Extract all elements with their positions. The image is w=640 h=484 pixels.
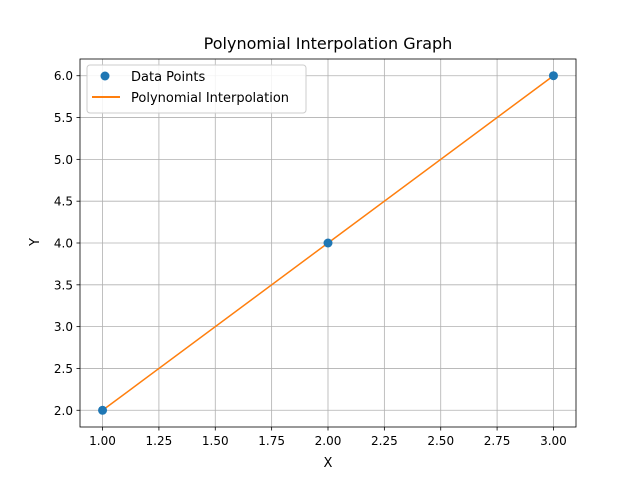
y-tick-label: 2.0 <box>54 404 73 418</box>
legend-label-polynomial-interpolation: Polynomial Interpolation <box>131 91 289 106</box>
x-tick-label: 1.75 <box>258 434 285 448</box>
y-axis-label: Y <box>28 238 43 247</box>
legend: Data Points Polynomial Interpolation <box>86 64 307 114</box>
y-tick-label: 5.0 <box>54 153 73 167</box>
y-tick-label: 6.0 <box>54 69 73 83</box>
chart-title: Polynomial Interpolation Graph <box>204 34 453 53</box>
x-tick-label: 2.25 <box>371 434 398 448</box>
y-tick-label: 3.5 <box>54 278 73 292</box>
data-layer <box>98 71 558 415</box>
x-tick-label: 1.25 <box>146 434 173 448</box>
x-tick-label: 2.50 <box>427 434 454 448</box>
y-tick-label: 5.5 <box>54 111 73 125</box>
x-tick-label: 2.00 <box>315 434 342 448</box>
x-tick-label: 1.00 <box>89 434 116 448</box>
data-point <box>548 71 558 81</box>
y-tick-label: 2.5 <box>54 362 73 376</box>
legend-marker-data-points <box>100 71 110 81</box>
axis-layer: 1.00 1.25 1.50 1.75 2.00 2.25 2.50 2.75 3.00 2.0 2… <box>54 69 567 448</box>
x-axis-label: X <box>324 456 333 471</box>
x-tick-label: 1.50 <box>202 434 229 448</box>
data-point <box>323 238 333 248</box>
legend-label-data-points: Data Points <box>131 70 205 85</box>
x-tick-label: 2.75 <box>484 434 511 448</box>
y-tick-label: 4.0 <box>54 237 73 251</box>
y-tick-label: 3.0 <box>54 320 73 334</box>
x-tick-label: 3.00 <box>540 434 567 448</box>
data-point <box>98 405 108 415</box>
legend-box <box>86 64 307 114</box>
y-tick-label: 4.5 <box>54 195 73 209</box>
